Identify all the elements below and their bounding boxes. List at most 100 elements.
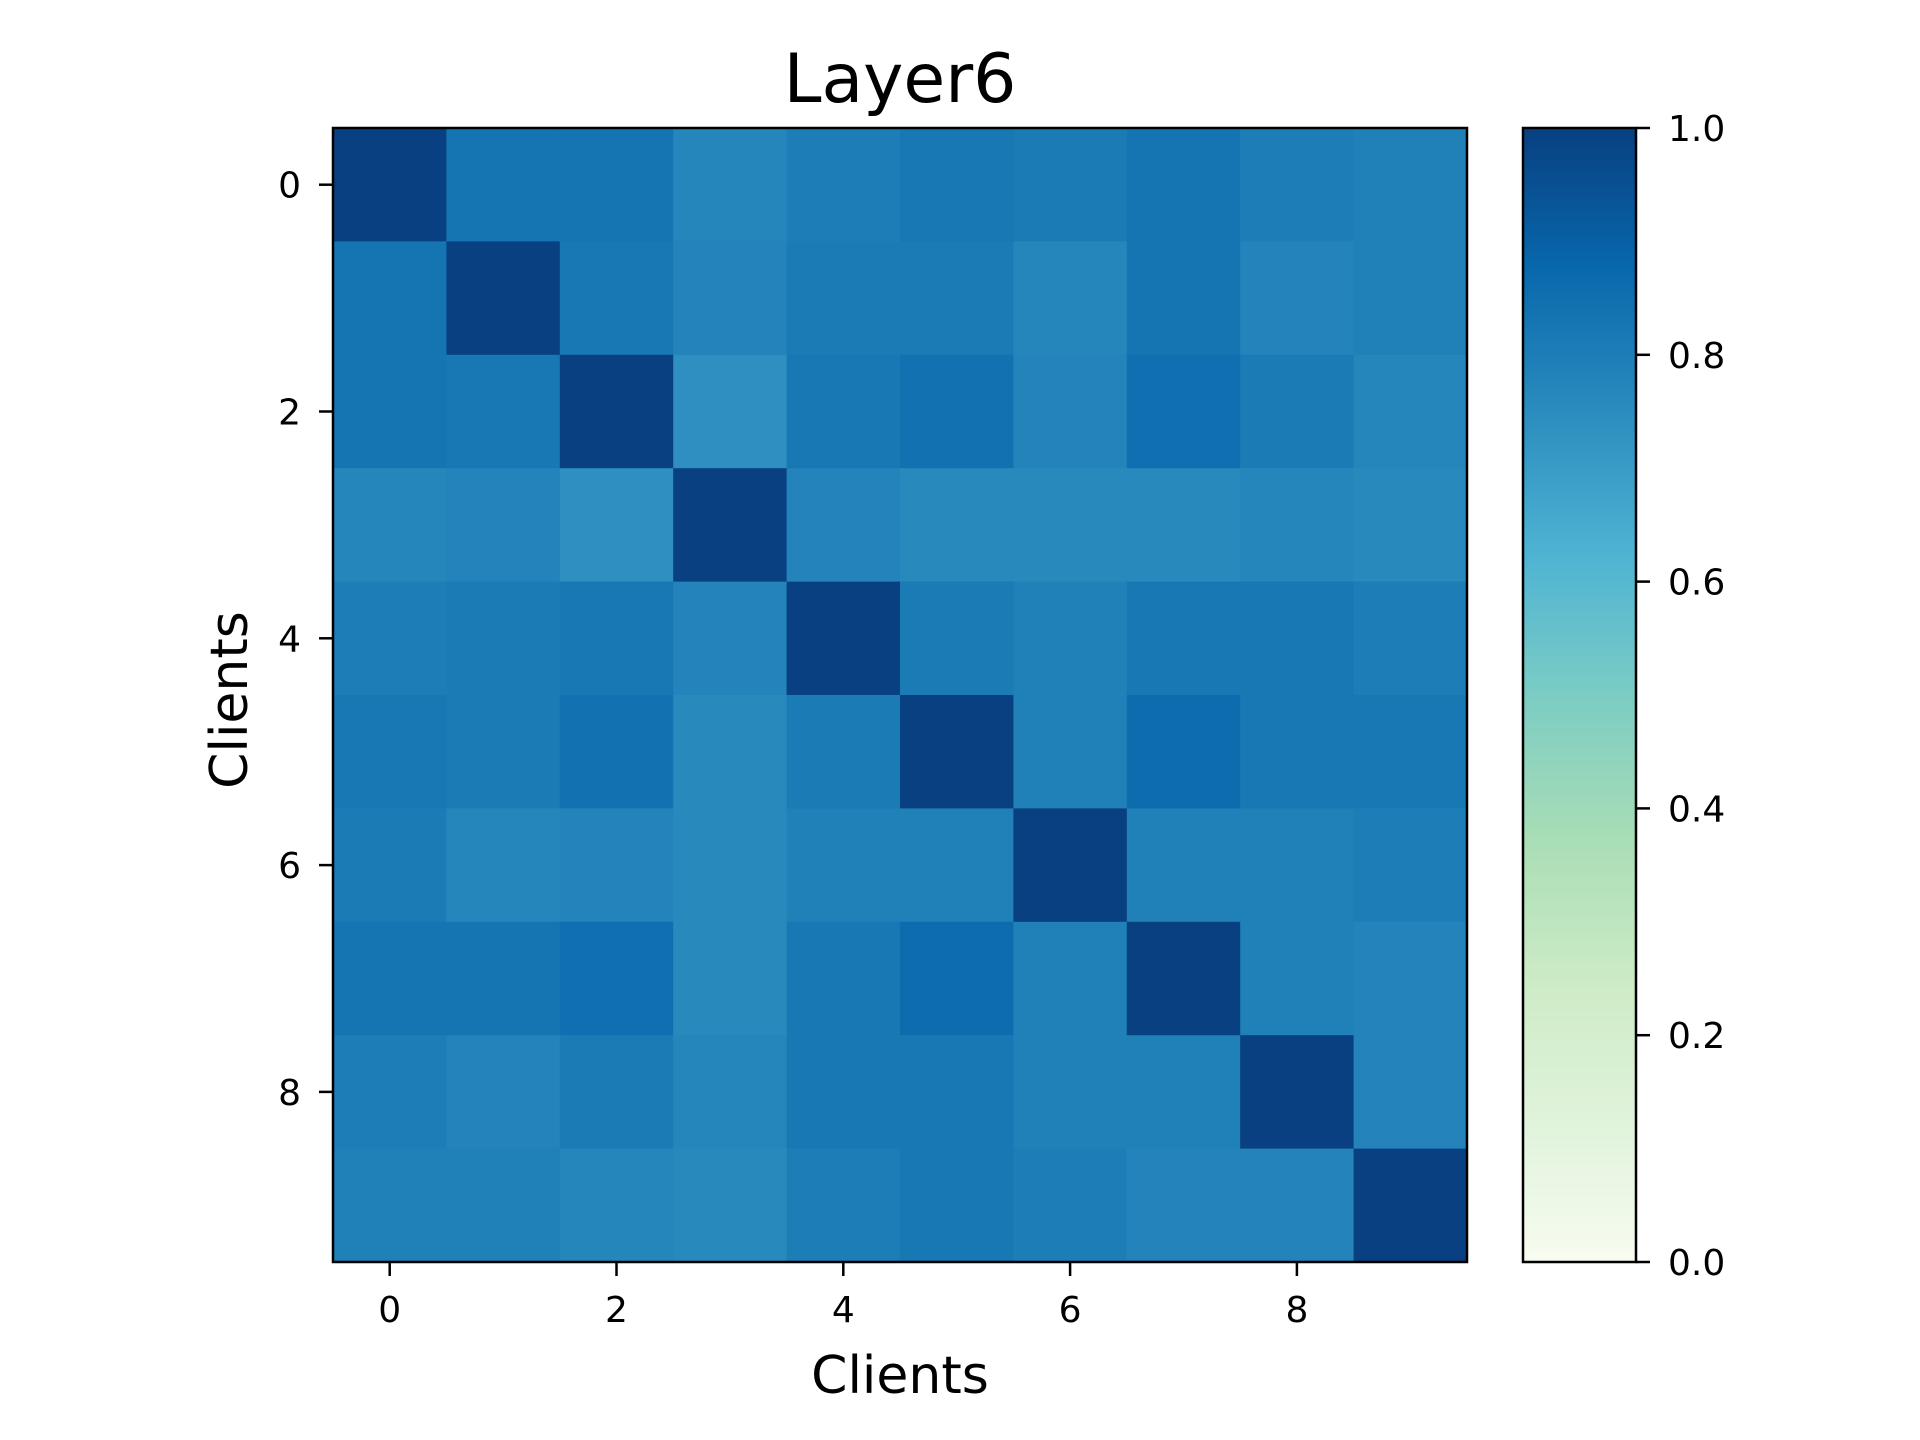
heatmap-cell-7-3: [673, 921, 788, 1036]
x-axis-label: Clients: [811, 1346, 989, 1406]
heatmap-cell-3-1: [446, 468, 561, 583]
heatmap-cell-4-7: [1126, 581, 1241, 696]
heatmap-cell-0-7: [1126, 128, 1241, 242]
heatmap-cell-6-5: [900, 808, 1014, 923]
heatmap-cell-7-9: [1353, 921, 1468, 1036]
heatmap-cell-2-8: [1240, 354, 1355, 469]
heatmap-cell-3-2: [559, 468, 674, 583]
heatmap-cell-4-9: [1353, 581, 1468, 696]
heatmap-cell-2-2: [559, 354, 674, 469]
heatmap-cell-7-5: [900, 921, 1014, 1036]
y-axis-label: Clients: [200, 611, 260, 789]
heatmap-cell-3-3: [673, 468, 788, 583]
heatmap-cell-5-1: [446, 695, 561, 809]
heatmap-cell-9-8: [1240, 1148, 1355, 1263]
heatmap-cell-1-8: [1240, 241, 1355, 356]
heatmap-cell-1-0: [333, 241, 447, 356]
heatmap-cell-1-4: [786, 241, 901, 356]
heatmap-cell-4-0: [333, 581, 447, 696]
heatmap-cell-4-4: [786, 581, 901, 696]
heatmap-cell-3-5: [900, 468, 1014, 583]
heatmap-cell-7-2: [559, 921, 674, 1036]
heatmap-cell-4-8: [1240, 581, 1355, 696]
heatmap-cell-8-7: [1126, 1035, 1241, 1150]
heatmap-cell-0-1: [446, 128, 561, 242]
heatmap-cell-2-7: [1126, 354, 1241, 469]
heatmap-cell-3-4: [786, 468, 901, 583]
heatmap-cell-1-9: [1353, 241, 1468, 356]
heatmap-cell-5-5: [900, 695, 1014, 809]
colorbar-tick-label: 0.0: [1668, 1243, 1725, 1284]
y-tick-label: 4: [278, 619, 301, 660]
heatmap-cell-6-1: [446, 808, 561, 923]
x-tick-label: 8: [1285, 1290, 1308, 1331]
heatmap-cell-8-2: [559, 1035, 674, 1150]
heatmap-cell-9-3: [673, 1148, 788, 1263]
heatmap-cell-9-7: [1126, 1148, 1241, 1263]
heatmap-cell-8-6: [1013, 1035, 1128, 1150]
heatmap-cell-6-8: [1240, 808, 1355, 923]
heatmap-cell-7-0: [333, 921, 447, 1036]
heatmap-cell-9-1: [446, 1148, 561, 1263]
y-tick-label: 6: [278, 846, 301, 887]
heatmap-cell-4-2: [559, 581, 674, 696]
heatmap-cells: [333, 128, 1468, 1263]
heatmap-cell-6-9: [1353, 808, 1468, 923]
heatmap-cell-8-8: [1240, 1035, 1355, 1150]
heatmap-cell-8-3: [673, 1035, 788, 1150]
heatmap-cell-5-4: [786, 695, 901, 809]
heatmap-cell-6-6: [1013, 808, 1128, 923]
heatmap-cell-6-4: [786, 808, 901, 923]
heatmap-cell-2-5: [900, 354, 1014, 469]
heatmap-cell-2-0: [333, 354, 447, 469]
heatmap-cell-3-9: [1353, 468, 1468, 583]
heatmap-cell-6-0: [333, 808, 447, 923]
heatmap-cell-4-6: [1013, 581, 1128, 696]
heatmap-cell-6-7: [1126, 808, 1241, 923]
heatmap-cell-1-7: [1126, 241, 1241, 356]
heatmap-cell-3-7: [1126, 468, 1241, 583]
heatmap-cell-5-0: [333, 695, 447, 809]
heatmap-cell-1-5: [900, 241, 1014, 356]
heatmap-cell-9-4: [786, 1148, 901, 1263]
heatmap-cell-5-7: [1126, 695, 1241, 809]
heatmap-cell-1-2: [559, 241, 674, 356]
heatmap-cell-0-3: [673, 128, 788, 242]
colorbar-tick-label: 0.8: [1668, 336, 1725, 377]
colorbar-tick-label: 0.6: [1668, 563, 1725, 604]
heatmap-cell-5-2: [559, 695, 674, 809]
heatmap-cell-5-3: [673, 695, 788, 809]
colorbar-tick-label: 0.2: [1668, 1016, 1725, 1057]
plot-frame: [331, 126, 1469, 1264]
x-tick-label: 6: [1059, 1290, 1082, 1331]
heatmap-cell-1-6: [1013, 241, 1128, 356]
x-tick-label: 0: [378, 1290, 401, 1331]
y-tick-label: 2: [278, 393, 301, 434]
x-tick-label: 2: [605, 1290, 628, 1331]
heatmap-cell-8-4: [786, 1035, 901, 1150]
y-tick-label: 0: [278, 166, 301, 207]
heatmap-cell-9-0: [333, 1148, 447, 1263]
colorbar-frame: [1521, 126, 1638, 1264]
heatmap-cell-9-9: [1353, 1148, 1468, 1263]
heatmap-cell-4-1: [446, 581, 561, 696]
heatmap-cell-2-1: [446, 354, 561, 469]
heatmap-cell-2-6: [1013, 354, 1128, 469]
y-axis-ticks: 0 2 4 6 8: [278, 166, 333, 1114]
heatmap-cell-0-0: [333, 128, 447, 242]
heatmap-cell-2-9: [1353, 354, 1468, 469]
heatmap-cell-1-1: [446, 241, 561, 356]
heatmap-cell-8-5: [900, 1035, 1014, 1150]
heatmap-cell-7-4: [786, 921, 901, 1036]
heatmap-cell-3-8: [1240, 468, 1355, 583]
heatmap-cell-4-5: [900, 581, 1014, 696]
heatmap-cell-0-6: [1013, 128, 1128, 242]
heatmap-cell-5-6: [1013, 695, 1128, 809]
colorbar-ticks: 0.0 0.2 0.4 0.6 0.8 1.0: [1636, 109, 1725, 1284]
heatmap-cell-3-0: [333, 468, 447, 583]
heatmap-cell-7-1: [446, 921, 561, 1036]
heatmap-cell-0-5: [900, 128, 1014, 242]
y-tick-label: 8: [278, 1073, 301, 1114]
heatmap-cell-8-1: [446, 1035, 561, 1150]
